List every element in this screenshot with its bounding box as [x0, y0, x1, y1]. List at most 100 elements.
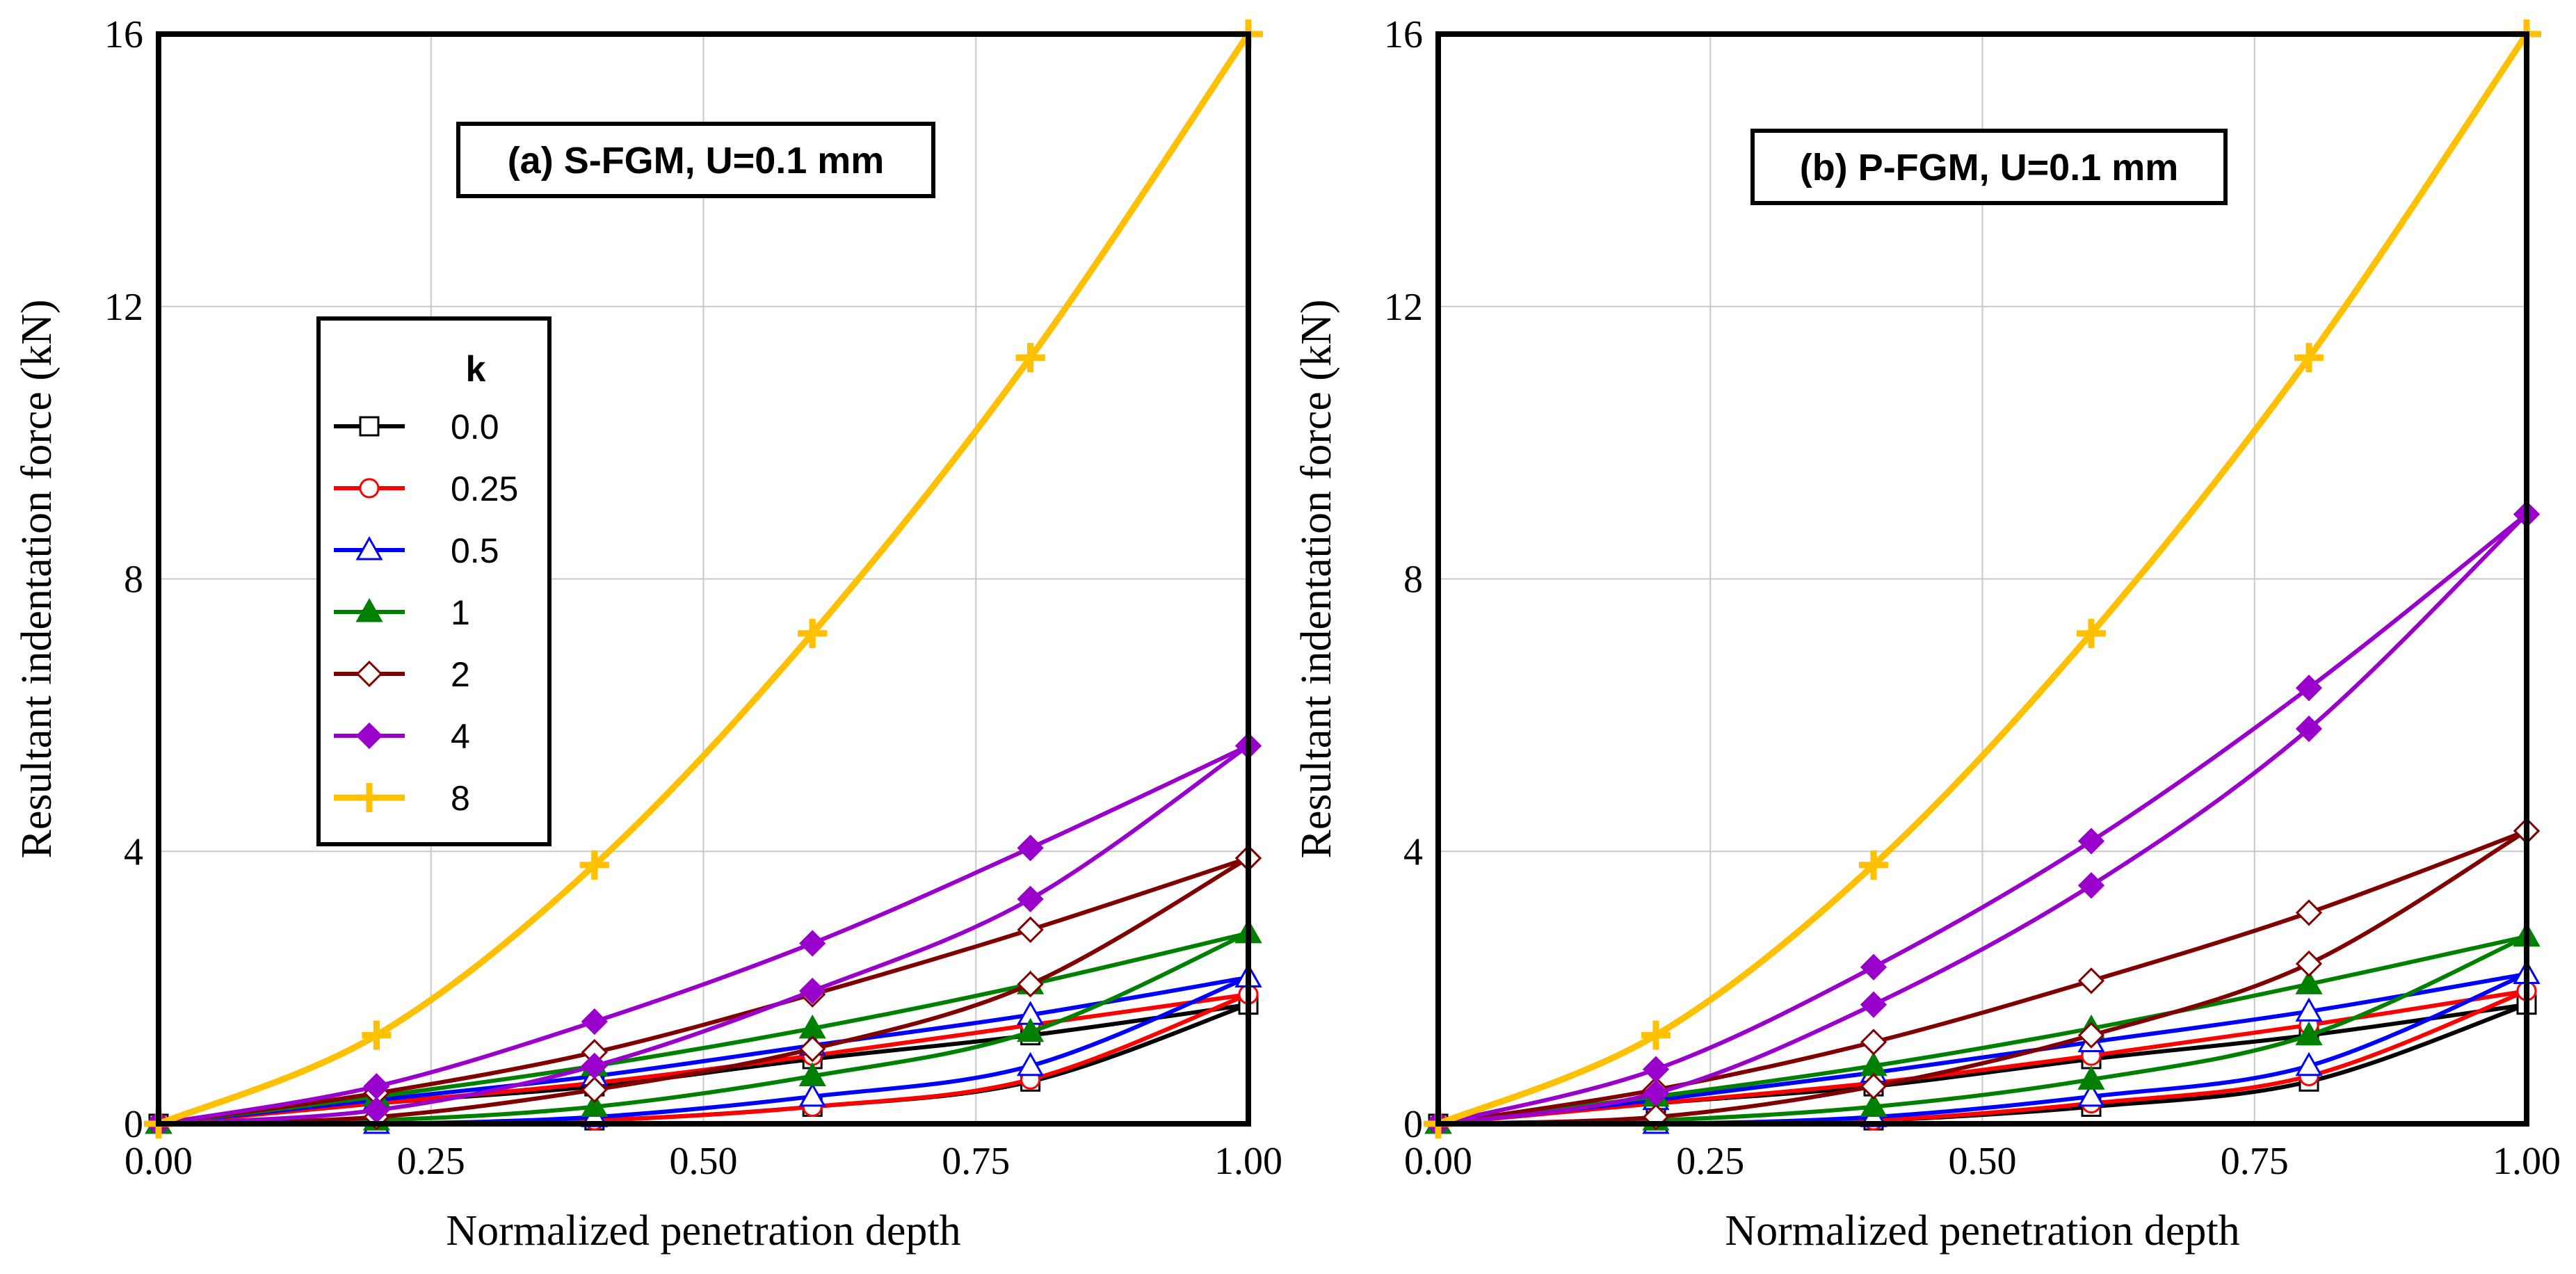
- series-line-unloading: [1438, 513, 2529, 1126]
- series-line-loading: [1438, 989, 2527, 1126]
- legend-label: 8: [451, 779, 470, 818]
- legend-item: 0.25: [334, 469, 518, 508]
- y-tick-label: 16: [104, 13, 143, 56]
- data-point-marker: [1017, 885, 1044, 912]
- y-tick-label: 16: [1384, 13, 1423, 56]
- y-tick-label: 0: [1403, 1103, 1423, 1146]
- data-point-marker: [798, 1082, 826, 1107]
- series-line-loading: [1438, 971, 2527, 1126]
- x-tick-label: 0.50: [1949, 1140, 2017, 1183]
- series-4: [1424, 501, 2541, 1138]
- chart-title: (b) P-FGM, U=0.1 mm: [1800, 147, 2179, 188]
- legend-title: k: [466, 349, 486, 389]
- x-tick-label: 0.75: [942, 1140, 1010, 1183]
- data-point-marker: [2295, 1051, 2323, 1077]
- data-point-marker: [2295, 675, 2323, 702]
- data-point-marker: [1017, 1051, 1045, 1077]
- data-point-marker: [1860, 1073, 1887, 1100]
- legend-swatch-marker: [359, 416, 380, 437]
- data-point-marker: [362, 1020, 392, 1050]
- data-point-marker: [798, 1062, 826, 1086]
- data-point-marker: [1017, 916, 1044, 943]
- data-point-marker: [1641, 1020, 1671, 1050]
- data-point-marker: [581, 1092, 609, 1118]
- data-point-marker: [799, 977, 826, 1005]
- data-point-marker: [1860, 953, 1887, 981]
- data-point-marker: [798, 618, 828, 648]
- series-line-loading: [1438, 829, 2528, 1126]
- legend-label: 1: [451, 593, 470, 632]
- series-line-loading: [158, 930, 1249, 1126]
- x-tick-label: 0.00: [1404, 1140, 1472, 1183]
- data-point-marker: [1017, 834, 1044, 862]
- y-tick-label: 12: [104, 286, 143, 329]
- data-point-marker: [1642, 1079, 1670, 1107]
- legend-label: 0.25: [451, 469, 518, 508]
- data-point-marker: [581, 1076, 608, 1104]
- data-point-marker: [2295, 899, 2323, 926]
- data-point-marker: [2077, 967, 2105, 994]
- series-line-loading: [1438, 513, 2528, 1126]
- y-axis-title: Resultant indentation force (kN): [1293, 299, 1340, 858]
- legend-item: 1: [334, 593, 470, 632]
- data-point-marker: [1015, 343, 1045, 373]
- data-point-marker: [2295, 970, 2323, 994]
- plot-frame: [1435, 31, 2529, 1127]
- data-point-marker: [2077, 828, 2105, 855]
- data-point-marker: [2077, 1082, 2105, 1107]
- data-point-marker: [2077, 1065, 2105, 1090]
- data-point-marker: [2295, 997, 2323, 1022]
- x-tick-label: 0.75: [2221, 1140, 2289, 1183]
- data-point-marker: [799, 930, 826, 957]
- legend-swatch-marker: [359, 478, 380, 499]
- series-line-loading: [158, 743, 1250, 1126]
- x-tick-label: 1.00: [1214, 1140, 1282, 1183]
- plot-frame: [156, 31, 1251, 1127]
- data-point-marker: [1017, 971, 1044, 998]
- data-point-marker: [581, 1008, 608, 1035]
- chart-panel-b: 0 4 8 12 16 0.00 0.25 0.50 0.75 1.00 Normalized pe…: [1293, 13, 2561, 1255]
- y-tick-label: 0: [124, 1103, 143, 1146]
- legend-item: 2: [334, 655, 470, 694]
- data-point-marker: [1860, 991, 1887, 1018]
- data-point-marker: [581, 1052, 608, 1079]
- y-tick-label: 12: [1384, 286, 1423, 329]
- x-axis-title: Normalized penetration depth: [446, 1207, 960, 1255]
- chart-title-box: [1750, 129, 2228, 205]
- legend-swatch-marker: [355, 597, 383, 622]
- data-point-marker: [1017, 1017, 1045, 1042]
- legend-box: [316, 316, 552, 846]
- data-point-marker: [799, 1035, 826, 1063]
- x-tick-label: 1.00: [2493, 1140, 2561, 1183]
- legend-item: 0.0: [334, 408, 499, 446]
- series-line-unloading: [1438, 829, 2528, 1126]
- series-line-loading: [158, 856, 1249, 1126]
- series-8: [1424, 19, 2541, 1138]
- data-point-marker: [2295, 715, 2323, 743]
- legend-swatch-marker: [355, 722, 383, 750]
- legend-item: 4: [334, 717, 470, 756]
- series-line-unloading: [158, 743, 1250, 1126]
- y-tick-label: 4: [124, 830, 143, 873]
- chart-title-box: [456, 122, 935, 198]
- data-point-marker: [579, 850, 609, 880]
- data-point-marker: [2077, 872, 2105, 899]
- series-8: [144, 19, 1263, 1138]
- series-line-unloading: [158, 856, 1250, 1126]
- y-axis-title: Resultant indentation force (kN): [13, 299, 61, 858]
- y-tick-label: 4: [1403, 830, 1423, 873]
- legend-label: 0.0: [451, 408, 499, 446]
- data-point-marker: [1859, 850, 1888, 880]
- x-tick-label: 0.00: [124, 1140, 193, 1183]
- legend-label: 2: [451, 655, 470, 694]
- data-point-marker: [2294, 343, 2324, 373]
- series-group: [1424, 19, 2541, 1138]
- x-tick-label: 0.25: [1676, 1140, 1744, 1183]
- legend-label: 0.5: [451, 531, 499, 570]
- chart-title: (a) S-FGM, U=0.1 mm: [508, 140, 885, 182]
- data-point-marker: [2295, 1021, 2323, 1046]
- data-point-marker: [2077, 618, 2106, 648]
- data-point-marker: [1860, 1092, 1887, 1118]
